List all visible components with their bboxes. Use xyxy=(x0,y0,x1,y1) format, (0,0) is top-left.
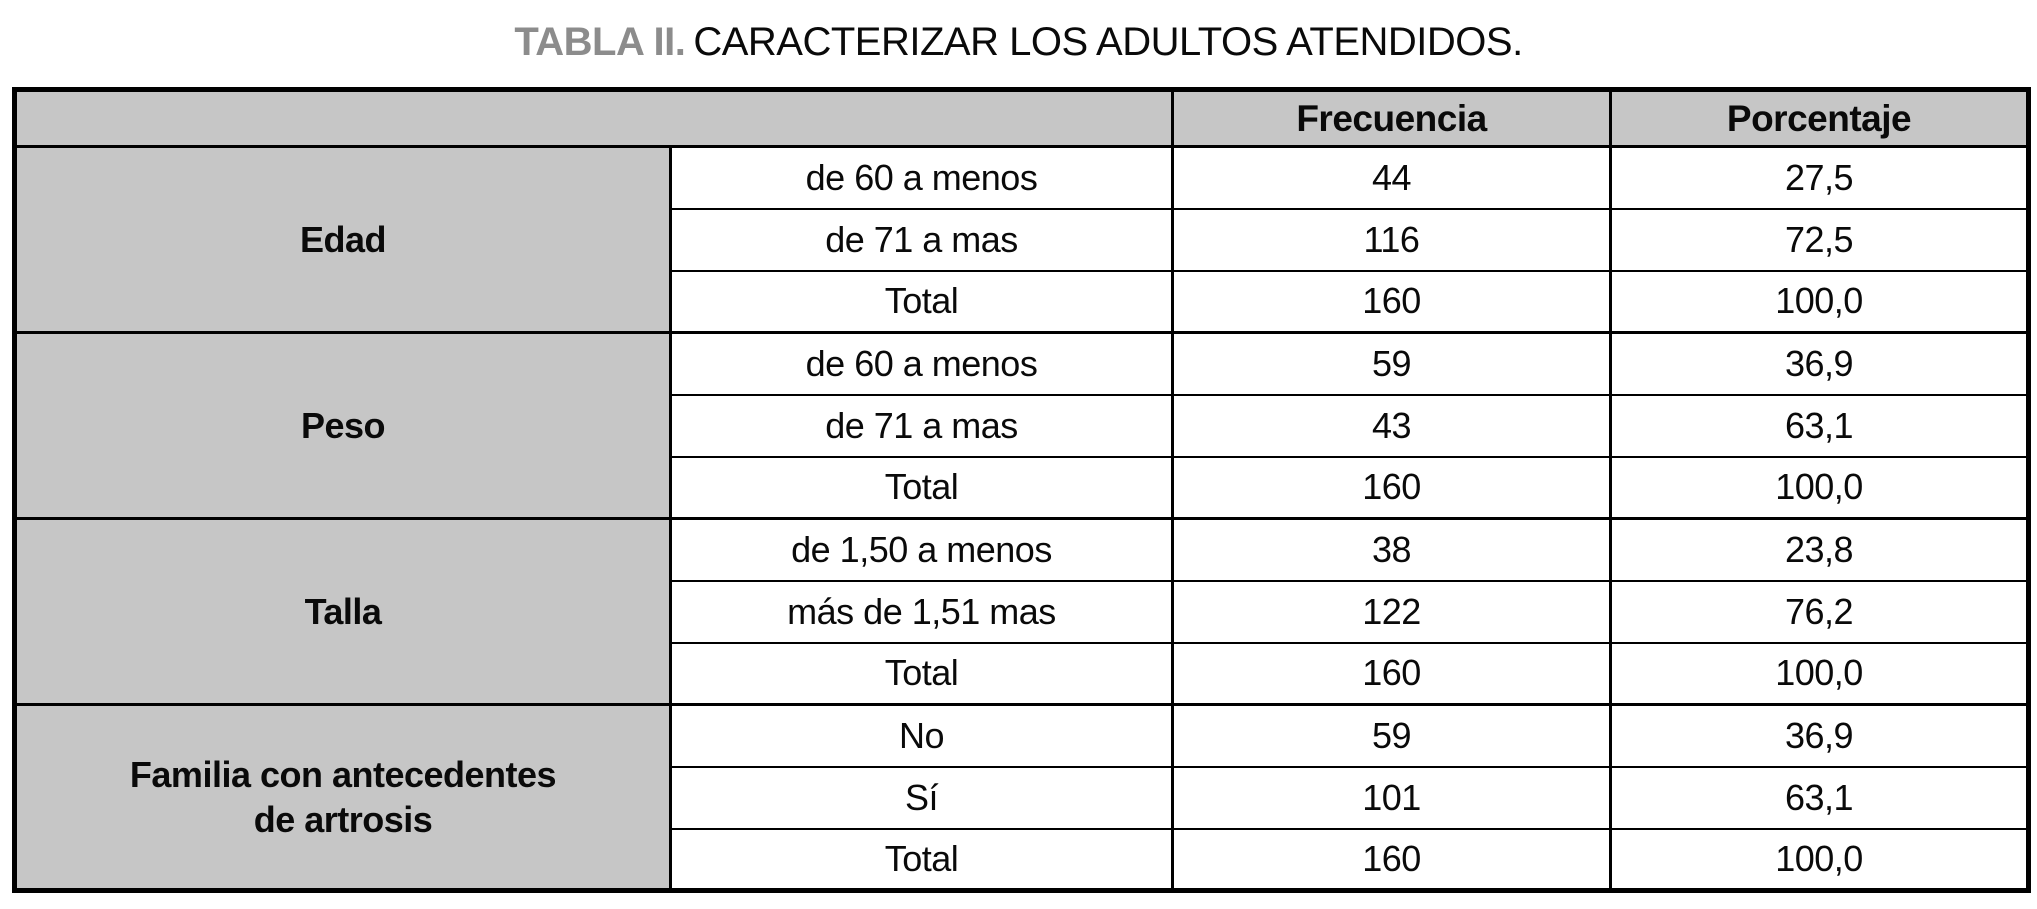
frequency-cell: 43 xyxy=(1171,393,1612,458)
table-caption-number: TABLA II. xyxy=(514,20,686,64)
percentage-cell: 36,9 xyxy=(1609,703,2030,768)
header-corner-cell xyxy=(13,88,1174,148)
percentage-cell: 23,8 xyxy=(1609,517,2030,582)
category-cell: No xyxy=(669,703,1174,768)
group-label-cell: Familia con antecedentes de artrosis xyxy=(13,703,672,892)
table-caption-text: CARACTERIZAR LOS ADULTOS ATENDIDOS. xyxy=(693,20,1523,64)
table-row: Total 160 100,0 xyxy=(15,641,2030,706)
percentage-cell: 100,0 xyxy=(1609,455,2030,520)
frequency-cell: 59 xyxy=(1171,703,1612,768)
category-cell: de 60 a menos xyxy=(669,331,1174,396)
group-label-cell: Edad xyxy=(13,145,672,334)
percentage-cell: 100,0 xyxy=(1609,641,2030,706)
header-porcentaje: Porcentaje xyxy=(1609,88,2030,148)
table-row: de 71 a mas 116 72,5 xyxy=(15,207,2030,272)
table-row: de 71 a mas 43 63,1 xyxy=(15,393,2030,458)
category-cell: de 1,50 a menos xyxy=(669,517,1174,582)
table-row: Edad de 60 a menos 44 27,5 xyxy=(13,145,2030,334)
percentage-cell: 63,1 xyxy=(1609,765,2030,830)
percentage-cell: 100,0 xyxy=(1609,269,2030,334)
group-label-cell: Peso xyxy=(13,331,672,520)
percentage-cell: 27,5 xyxy=(1609,145,2030,210)
frequency-table: Frecuencia Porcentaje Edad de 60 a menos 4… xyxy=(12,87,2031,893)
table-caption: TABLA II. CARACTERIZAR LOS ADULTOS ATENDI… xyxy=(0,20,2037,64)
category-cell: Total xyxy=(669,827,1174,892)
percentage-cell: 63,1 xyxy=(1609,393,2030,458)
category-cell: de 71 a mas xyxy=(669,207,1174,272)
header-row: Frecuencia Porcentaje xyxy=(13,88,2030,148)
frequency-cell: 59 xyxy=(1171,331,1612,396)
group-label-cell: Talla xyxy=(13,517,672,706)
frequency-cell: 160 xyxy=(1171,269,1612,334)
table-row: Total 160 100,0 xyxy=(15,269,2030,334)
frequency-cell: 160 xyxy=(1171,641,1612,706)
header-frecuencia: Frecuencia xyxy=(1171,88,1612,148)
category-cell: Total xyxy=(669,641,1174,706)
percentage-cell: 100,0 xyxy=(1609,827,2030,892)
table-row: Total 160 100,0 xyxy=(15,827,2030,892)
table-row: Talla de 1,50 a menos 38 23,8 xyxy=(13,517,2030,706)
frequency-cell: 116 xyxy=(1171,207,1612,272)
category-cell: Total xyxy=(669,455,1174,520)
table-row: Familia con antecedentes de artrosis No 59… xyxy=(13,703,2030,892)
percentage-cell: 36,9 xyxy=(1609,331,2030,396)
category-cell: de 60 a menos xyxy=(669,145,1174,210)
frequency-cell: 160 xyxy=(1171,827,1612,892)
table-row: Peso de 60 a menos 59 36,9 xyxy=(13,331,2030,520)
frequency-cell: 101 xyxy=(1171,765,1612,830)
category-cell: más de 1,51 mas xyxy=(669,579,1174,644)
table-row: Total 160 100,0 xyxy=(15,455,2030,520)
percentage-cell: 72,5 xyxy=(1609,207,2030,272)
frequency-cell: 160 xyxy=(1171,455,1612,520)
table-row: Sí 101 63,1 xyxy=(15,765,2030,830)
category-cell: Sí xyxy=(669,765,1174,830)
table-row: más de 1,51 mas 122 76,2 xyxy=(15,579,2030,644)
frequency-cell: 44 xyxy=(1171,145,1612,210)
frequency-cell: 38 xyxy=(1171,517,1612,582)
category-cell: de 71 a mas xyxy=(669,393,1174,458)
frequency-cell: 122 xyxy=(1171,579,1612,644)
percentage-cell: 76,2 xyxy=(1609,579,2030,644)
category-cell: Total xyxy=(669,269,1174,334)
